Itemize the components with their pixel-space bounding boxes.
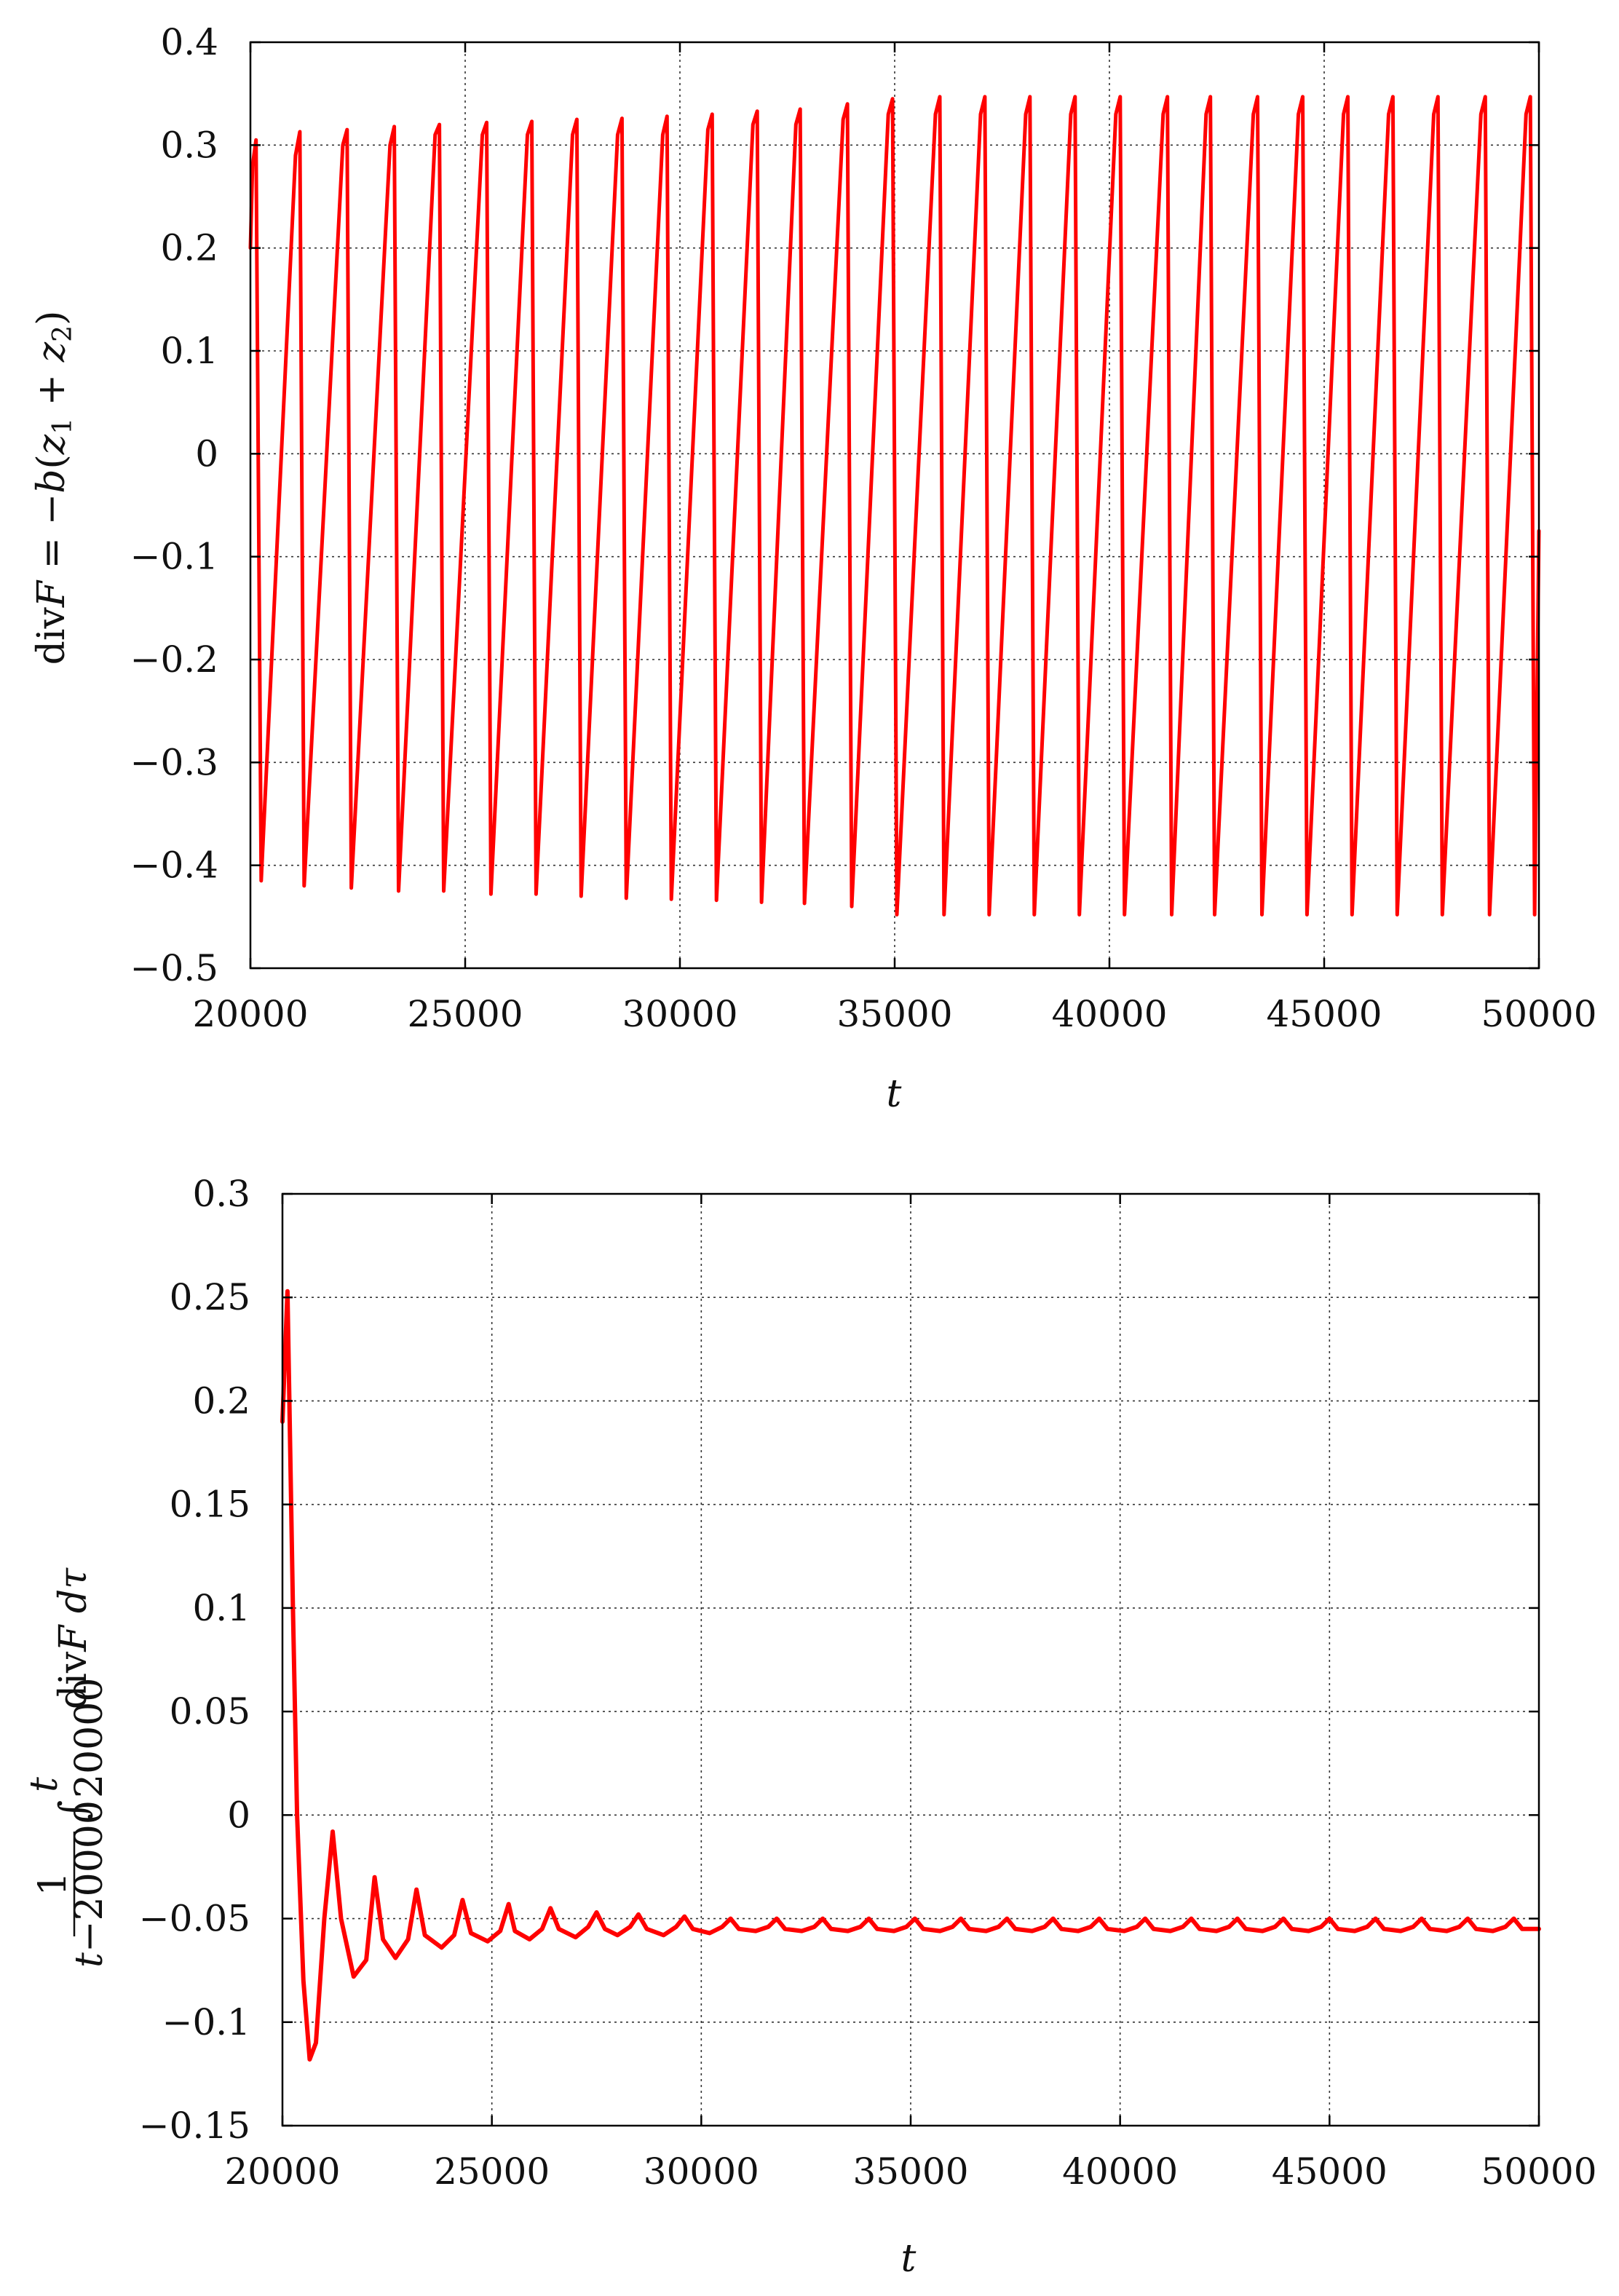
bottom-x-axis-label: t <box>901 2237 917 2281</box>
top-x-tick-label: 45000 <box>1266 993 1382 1035</box>
bottom-y-tick-label: 0.3 <box>192 1173 250 1215</box>
svg-text:20000: 20000 <box>68 1678 111 1798</box>
bottom-x-tick-label: 20000 <box>224 2150 340 2193</box>
bottom-tick-labels: 20000 25000 30000 35000 40000 45000 50000 0.3 0.… <box>139 1173 1597 2193</box>
top-y-tick-label: −0.5 <box>130 947 218 989</box>
bottom-x-tick-label: 45000 <box>1272 2150 1388 2193</box>
bottom-y-tick-label: −0.05 <box>139 1898 250 1940</box>
bottom-x-tick-label: 50000 <box>1481 2150 1596 2193</box>
top-y-tick-label: −0.1 <box>130 536 218 578</box>
top-x-tick-label: 20000 <box>192 993 308 1035</box>
bottom-y-tick-label: 0 <box>227 1794 250 1836</box>
top-y-tick-label: −0.3 <box>130 741 218 783</box>
bottom-y-tick-label: 0.05 <box>170 1690 250 1733</box>
bottom-y-tick-label: 0.25 <box>170 1276 250 1318</box>
top-y-tick-label: −0.2 <box>130 638 218 681</box>
svg-text:t−20000: t−20000 <box>68 1800 111 1968</box>
top-y-tick-label: 0.4 <box>160 21 218 63</box>
bottom-y-tick-label: 0.15 <box>170 1484 250 1526</box>
bottom-y-tick-label: −0.1 <box>162 2001 250 2043</box>
top-y-tick-label: 0.1 <box>160 330 218 372</box>
top-chart-panel: 20000 25000 30000 35000 40000 45000 50000 0.4 0.… <box>30 21 1597 1116</box>
top-x-tick-label: 50000 <box>1481 993 1596 1035</box>
bottom-y-tick-label: 0.2 <box>192 1379 250 1422</box>
top-x-axis-label: t <box>887 1072 902 1116</box>
bottom-series-line <box>280 1288 1541 2062</box>
top-tick-marks <box>249 41 1540 970</box>
bottom-grid <box>282 1194 1539 2126</box>
bottom-tick-marks <box>281 1192 1540 2127</box>
top-x-tick-label: 25000 <box>407 993 523 1035</box>
bottom-x-tick-label: 35000 <box>852 2150 968 2193</box>
bottom-y-axis-label: 1 t−20000 ∫ t 20000 divF dτ <box>23 1567 111 1968</box>
svg-text:1: 1 <box>31 1872 75 1896</box>
top-y-tick-label: 0.2 <box>160 227 218 269</box>
bottom-x-tick-label: 30000 <box>644 2150 759 2193</box>
top-x-tick-label: 30000 <box>622 993 737 1035</box>
svg-text:∫: ∫ <box>52 1800 95 1820</box>
bottom-x-tick-label: 40000 <box>1062 2150 1178 2193</box>
bottom-x-tick-label: 25000 <box>434 2150 550 2193</box>
top-x-tick-label: 40000 <box>1051 993 1167 1035</box>
top-y-tick-label: −0.4 <box>130 844 218 887</box>
bottom-y-tick-label: −0.15 <box>139 2105 250 2147</box>
bottom-y-tick-label: 0.1 <box>192 1587 250 1629</box>
top-series-line <box>248 95 1541 917</box>
top-y-axis-label: divF = −b(z1 + z2) <box>30 311 78 665</box>
top-y-tick-label: 0.3 <box>160 124 218 166</box>
svg-text:divF dτ: divF dτ <box>52 1567 95 1709</box>
top-x-tick-label: 35000 <box>836 993 952 1035</box>
top-y-tick-label: 0 <box>195 432 218 475</box>
bottom-chart-panel: 20000 25000 30000 35000 40000 45000 50000 0.3 0.… <box>23 1173 1597 2281</box>
top-tick-labels: 20000 25000 30000 35000 40000 45000 50000 0.4 0.… <box>130 21 1597 1035</box>
svg-text:t: t <box>23 1777 66 1792</box>
